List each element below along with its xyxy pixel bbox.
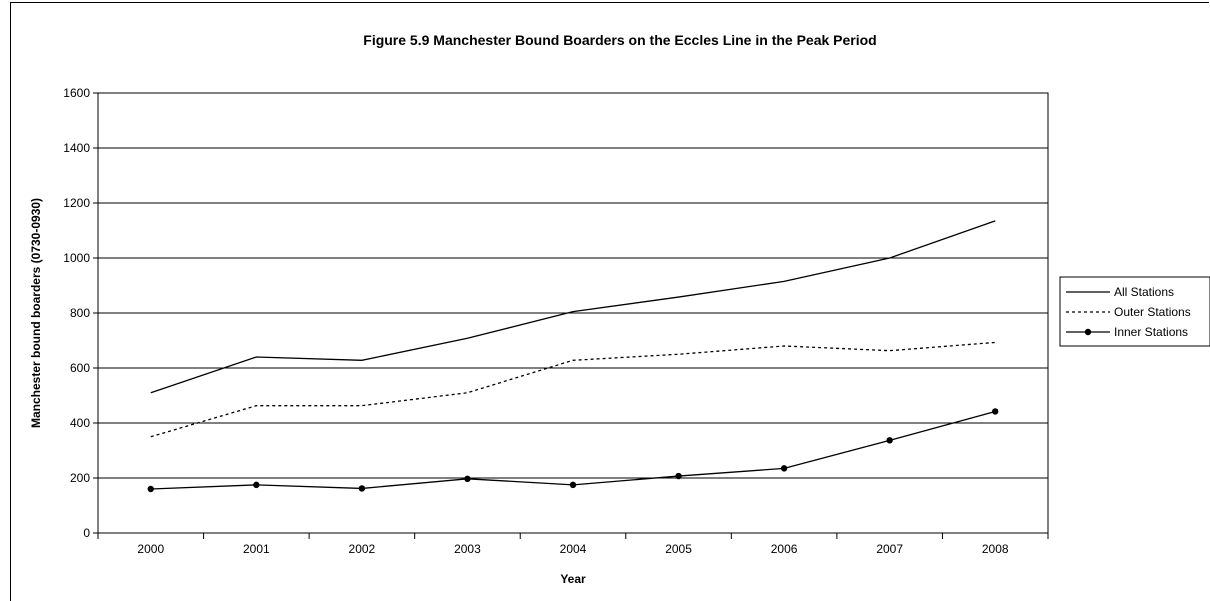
legend-label: All Stations — [1114, 285, 1174, 299]
data-point — [569, 481, 577, 489]
series-outer-stations — [150, 341, 996, 438]
chart-frame — [10, 2, 1209, 601]
y-tick-label: 400 — [70, 416, 90, 430]
legend-label: Outer Stations — [1114, 305, 1191, 319]
x-tick-label: 2002 — [349, 542, 376, 556]
x-tick-label: 2003 — [454, 542, 481, 556]
data-point — [675, 472, 682, 480]
y-tick-label: 0 — [83, 526, 90, 540]
y-tick-label: 1600 — [63, 86, 90, 100]
y-tick-label: 800 — [70, 306, 90, 320]
x-tick-label: 2000 — [137, 542, 164, 556]
y-tick-label: 200 — [70, 471, 90, 485]
series-layer — [147, 220, 999, 493]
x-tick-label: 2005 — [665, 542, 692, 556]
y-tick-label: 1200 — [63, 196, 90, 210]
data-point — [147, 485, 154, 493]
data-point — [992, 408, 999, 415]
data-point — [780, 465, 788, 472]
y-axis-ticks: 0 200 400 600 800 1000 1200 1400 1600 — [63, 86, 98, 540]
x-axis-ticks: 2000 2001 2002 2003 2004 2005 2006 2007 2008 — [97, 533, 1049, 556]
data-point — [253, 481, 260, 489]
data-point — [886, 437, 893, 444]
y-axis-label: Manchester bound boarders (0730-0930) — [29, 198, 43, 428]
x-axis-label: Year — [560, 572, 586, 586]
legend-marker — [1084, 328, 1092, 336]
y-tick-label: 600 — [70, 361, 90, 375]
chart-title: Figure 5.9 Manchester Bound Boarders on … — [363, 32, 876, 48]
y-tick-label: 1400 — [63, 141, 90, 155]
x-tick-label: 2004 — [560, 542, 587, 556]
data-point — [358, 485, 366, 492]
series-all-stations — [150, 220, 996, 394]
x-tick-label: 2007 — [876, 542, 903, 556]
x-tick-label: 2006 — [771, 542, 798, 556]
x-tick-label: 2001 — [243, 542, 270, 556]
legend-label: Inner Stations — [1114, 325, 1188, 339]
series-inner-stations — [147, 408, 999, 493]
series-line — [150, 341, 996, 438]
data-point — [464, 475, 471, 483]
legend: All Stations Outer Stations Inner Stations — [1059, 276, 1210, 347]
y-tick-label: 1000 — [63, 251, 90, 265]
x-tick-label: 2008 — [982, 542, 1009, 556]
series-line — [150, 220, 996, 394]
gridlines — [98, 147, 1048, 479]
